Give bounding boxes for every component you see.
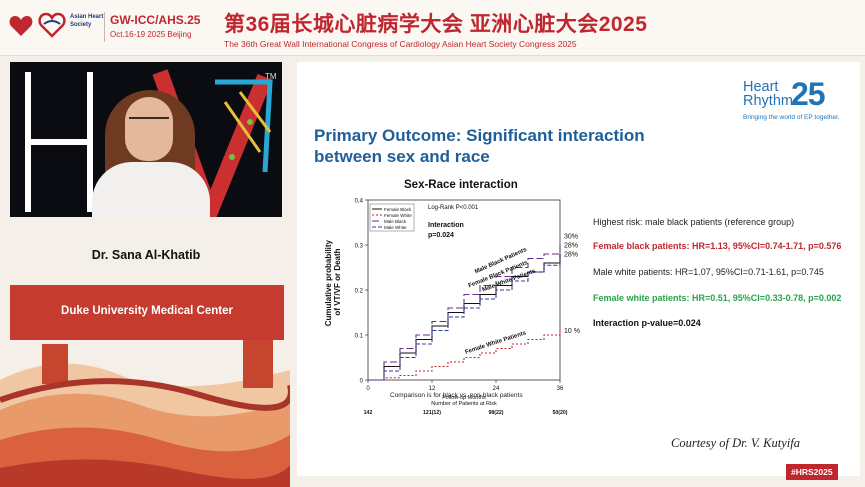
log-rank-text: Log-Rank P<0.001 [428,205,479,211]
series-end-label: 10 % [564,328,580,335]
conference-dates: Oct.16-19 2025 Beijing [110,30,192,39]
y-axis-label: Cumulative probability of VT/VF or Death [324,238,342,326]
series-line-2 [368,245,561,381]
x-tick-label: 36 [557,386,564,392]
x-tick-label: 12 [429,386,436,392]
speaker-face [125,97,173,161]
logo-rhythm-word: Rhythm [743,93,793,109]
heart-rhythm-tagline: Bringing the world of EP together. [743,114,840,121]
y-tick-label: 0.1 [355,334,364,340]
heart-rhythm-logo-number: 25 [791,76,826,112]
legend-entry: Female White [384,213,412,218]
slide-title: Primary Outcome: Significant interaction… [314,126,645,166]
interaction-label: Interaction [428,222,464,229]
result-interaction: Interaction p-value=0.024 [593,318,701,328]
affiliation-text: Duke University Medical Center [61,305,233,317]
interaction-p-value: p=0.024 [428,232,454,239]
x-axis-label: Follow-up Months [442,395,486,401]
at-risk-cell: 98(22) [489,410,504,415]
speaker-video: TM [10,62,282,217]
speaker-name: Dr. Sana Al-Khatib [91,248,201,262]
ahs-name: Asian Heart Society [70,14,104,28]
result-highest-risk: Highest risk: male black patients (refer… [593,217,795,227]
legend-entry: Female Black [384,207,412,212]
conference-title: 第36届长城心脏病学大会 亚洲心脏大会2025 [224,13,648,36]
legend-entry: Male Black [384,219,407,224]
great-wall-illustration [0,340,290,487]
y-tick-label: 0.3 [355,244,364,250]
series-line-1 [368,326,561,381]
conference-code: GW-ICC/AHS.25 [110,13,201,27]
trademark-mark: TM [265,72,277,81]
at-risk-cell: 121(12) [423,410,441,415]
speaker-body [92,162,210,217]
speaker-glasses [129,117,169,125]
conference-header: Asian Heart Society GW-ICC/AHS.25 Oct.16… [0,0,865,56]
at-risk-cell: 142 [364,410,373,415]
courtesy-note: Courtesy of Dr. V. Kutyifa [671,436,800,450]
heart-rhythm-logo-text: Heart Rhythm [743,79,793,109]
legend-entry: Male White [384,225,407,230]
result-female-black: Female black patients: HR=1.13, 95%CI=0.… [593,241,842,251]
y-tick-label: 0.2 [355,289,364,295]
asian-heart-society-logo-icon [38,12,66,38]
series-line-3 [368,258,561,381]
presentation-slide: Heart Rhythm 25 Bringing the world of EP… [297,62,860,476]
header-divider [104,12,105,42]
y-tick-label: 0 [360,379,364,385]
x-tick-label: 0 [366,386,370,392]
risk-table-heading: Number of Patients at Risk [431,401,497,407]
conference-subtitle: The 36th Great Wall International Congre… [224,39,577,49]
chart-heading: Sex-Race interaction [404,179,518,191]
logo-heart-word: Heart [743,79,779,95]
x-tick-label: 24 [493,386,500,392]
result-male-white: Male white patients: HR=1.07, 95%CI=0.71… [593,267,824,277]
comparison-note: Comparison is for black vs. non-black pa… [390,392,523,399]
series-end-label: 28% [564,251,578,258]
at-risk-cell: 50(20) [553,410,568,415]
kaplan-meier-chart: Cumulative probability of VT/VF or Death… [324,199,580,416]
series-end-label: 28% [564,242,578,249]
affiliation-banner: Duke University Medical Center [10,285,284,340]
series-end-label: 30% [564,233,578,240]
legend-box [369,203,415,232]
result-female-white: Female white patients: HR=0.51, 95%CI=0.… [593,293,842,303]
y-tick-label: 0.4 [355,199,364,205]
hashtag-badge: #HRS2025 [786,464,838,480]
heart-logo-icon [9,16,33,36]
